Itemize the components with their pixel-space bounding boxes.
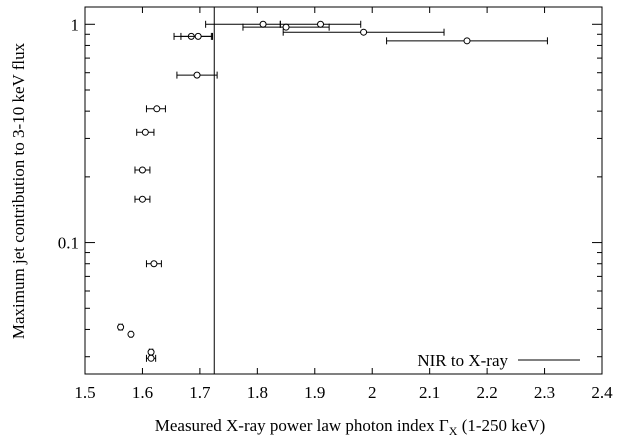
x-axis-label: Measured X-ray power law photon index ΓX… [155,416,546,438]
data-points [117,20,548,362]
x-tick-label: 2.4 [591,383,613,402]
x-tick-label: 2.3 [534,383,555,402]
data-point [138,195,146,203]
data-point-group [279,20,362,28]
x-axis: 1.5 1.6 1.7 1.8 1.9 2 2.1 2.2 2.3 2.4 [74,7,613,402]
y-axis-label: Maximum jet contribution to 3-10 keV flu… [9,42,28,339]
x-tick-label: 1.5 [74,383,95,402]
legend-label: NIR to X-ray [417,351,508,370]
plot-frame [84,6,603,375]
data-point-group [145,260,162,268]
x-axis-label-main: Measured X-ray power law photon index Γ [155,416,449,435]
data-point-group [145,354,157,362]
data-point-group [180,32,214,40]
data-point [147,348,155,356]
data-point-group [282,28,445,36]
x-tick-label: 1.7 [189,383,211,402]
data-point-group [176,71,218,79]
data-point [150,260,158,268]
data-point [127,330,135,338]
data-point-group [147,348,155,356]
data-point [282,23,290,31]
data-point [463,37,471,45]
x-tick-label: 2.1 [419,383,440,402]
data-point [147,354,155,362]
data-point-group [386,37,548,45]
data-point [194,32,202,40]
y-tick-label: 0.1 [58,234,79,253]
data-point-group [242,23,330,31]
y-tick-label: 1 [71,15,80,34]
x-tick-label: 1.9 [304,383,325,402]
x-axis-label-sub: X [449,424,458,438]
x-axis-label-suffix: (1-250 keV) [457,416,545,435]
y-axis: 0.11 [58,15,602,358]
data-point-group [134,195,151,203]
data-point-group [136,128,155,136]
x-tick-label: 1.8 [247,383,268,402]
x-tick-label: 2.2 [476,383,497,402]
x-tick-label: 1.6 [132,383,153,402]
data-point-group [145,105,166,113]
data-point [360,28,368,36]
data-point [259,20,267,28]
data-point [193,71,201,79]
data-point [141,128,149,136]
data-point [138,166,146,174]
data-point-group [127,330,135,338]
data-point-group [117,323,125,331]
data-point [317,20,325,28]
legend: NIR to X-ray [417,351,580,370]
data-point-group [134,166,151,174]
data-point [117,323,125,331]
x-tick-label: 2 [368,383,377,402]
data-point [153,105,161,113]
